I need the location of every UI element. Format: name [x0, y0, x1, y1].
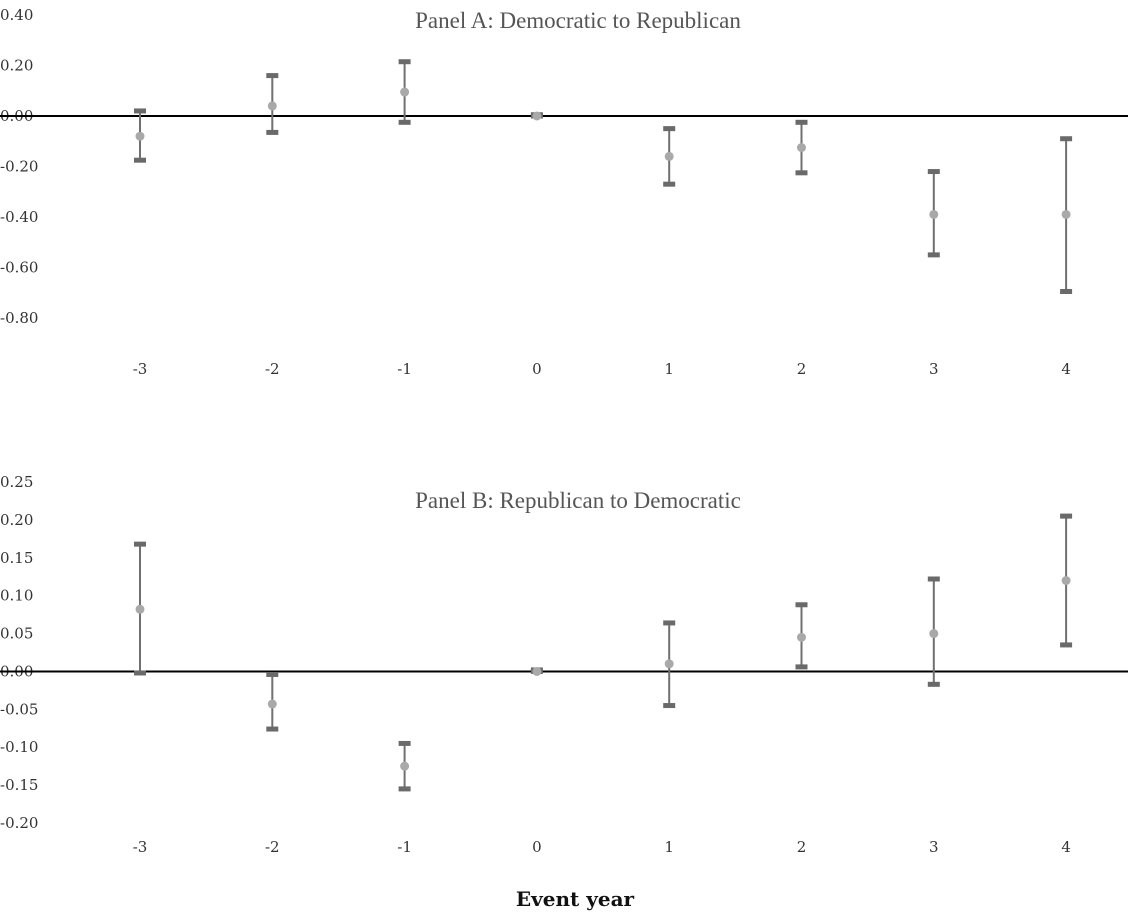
x-tick-label: 4	[1061, 360, 1071, 378]
y-tick-label: -0.10	[0, 738, 38, 756]
point-estimate	[929, 209, 939, 219]
x-tick-label: 3	[929, 838, 939, 856]
panel-a: Panel A: Democratic to Republican 0.40 0.2…	[0, 6, 1128, 378]
point-estimate	[400, 87, 410, 97]
x-tick-label: 3	[929, 360, 939, 378]
x-tick-label: 0	[532, 838, 542, 856]
y-tick-label: -0.60	[0, 259, 38, 277]
y-tick-label: 0.20	[0, 57, 33, 75]
y-tick-label: 0.15	[0, 549, 33, 567]
panel-title: Panel B: Republican to Democratic	[415, 488, 741, 513]
point-estimate	[400, 761, 410, 771]
point-estimate	[929, 629, 939, 639]
point-estimate	[267, 699, 277, 709]
y-tick-label: 0.40	[0, 6, 33, 24]
x-tick-label: 4	[1061, 838, 1071, 856]
x-axis-label: Event year	[516, 887, 635, 911]
y-tick-label: -0.20	[0, 814, 38, 832]
y-tick-label: 0.05	[0, 625, 33, 643]
point-estimate	[532, 666, 542, 676]
point-estimate	[664, 659, 674, 669]
point-estimate	[1061, 576, 1071, 586]
x-tick-label: -2	[265, 838, 280, 856]
panel-b: Panel B: Republican to Democratic 0.25 0.2…	[0, 473, 1128, 856]
x-tick-label: 2	[797, 838, 807, 856]
y-tick-label: 0.25	[0, 473, 33, 491]
point-estimate	[135, 604, 145, 614]
point-estimate	[797, 143, 806, 153]
y-tick-label: -0.20	[0, 158, 38, 176]
x-tick-label: -2	[265, 360, 280, 378]
point-estimate	[267, 101, 277, 111]
x-tick-label: -1	[397, 838, 412, 856]
y-tick-label: 0.10	[0, 587, 33, 605]
point-estimate	[532, 111, 542, 121]
y-tick-label: -0.80	[0, 309, 38, 327]
y-tick-label: -0.15	[0, 776, 38, 794]
y-tick-label: -0.05	[0, 700, 38, 718]
x-tick-label: -3	[133, 838, 148, 856]
x-tick-label: -1	[397, 360, 412, 378]
point-estimate	[1061, 209, 1071, 219]
x-tick-label: 1	[664, 360, 674, 378]
x-tick-label: -3	[133, 360, 148, 378]
point-estimate	[664, 151, 674, 161]
panel-title: Panel A: Democratic to Republican	[415, 8, 741, 33]
x-tick-label: 1	[664, 838, 674, 856]
point-estimate	[135, 131, 145, 141]
y-tick-label: -0.40	[0, 208, 38, 226]
point-estimate	[797, 632, 806, 642]
y-tick-label: 0.20	[0, 511, 33, 529]
x-tick-label: 2	[797, 360, 807, 378]
x-tick-label: 0	[532, 360, 542, 378]
